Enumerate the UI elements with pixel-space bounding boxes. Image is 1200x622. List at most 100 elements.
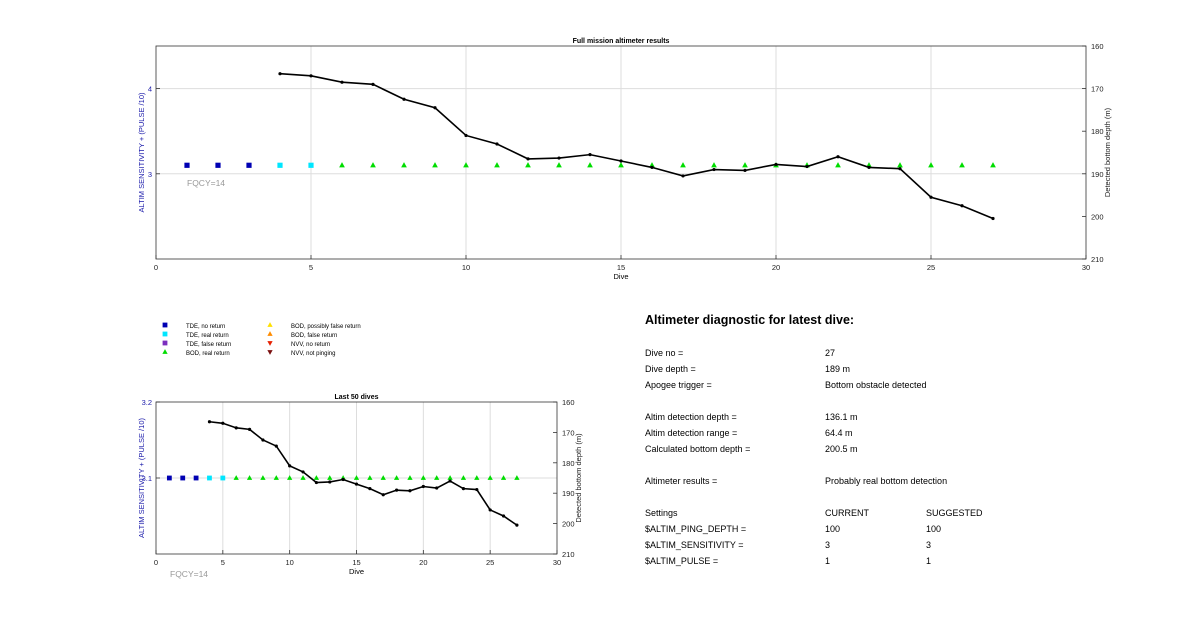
bod-marker [494, 162, 500, 168]
bottom-depth-point [408, 489, 412, 493]
bottom-depth-point [929, 195, 933, 199]
bod-marker [267, 331, 273, 336]
x-tick-label: 10 [285, 558, 293, 567]
bottom-depth-line [279, 72, 994, 220]
y-ticks: 3.1 3.2 [142, 398, 160, 483]
bod-marker [897, 162, 903, 168]
bottom-depth-point [488, 508, 492, 512]
bottom-depth-point [681, 174, 685, 178]
legend-entry: TDE, real return [162, 331, 229, 339]
bottom-depth-point [495, 142, 499, 146]
x-tick-label: 0 [154, 263, 158, 272]
legend-entry: NVV, no return [267, 341, 330, 348]
bod-marker [367, 475, 373, 480]
bod-marker [463, 162, 469, 168]
settings-header-label: Settings [645, 508, 678, 518]
bod-marker [327, 475, 333, 480]
legend-label: TDE, real return [186, 333, 229, 339]
nvv-marker [267, 350, 273, 355]
y2-ticks: 160 170 180 190 200 210 [1082, 42, 1104, 264]
bod-marker [420, 475, 426, 480]
bottom-depth-point [274, 444, 278, 448]
marker-legend: TDE, no return TDE, real return TDE, false… [162, 322, 361, 357]
y2-tick-label: 210 [1091, 255, 1104, 264]
bottom-depth-point [207, 420, 212, 424]
diag-label: Calculated bottom depth = [645, 444, 751, 454]
bod-marker [339, 162, 345, 168]
bod-marker [835, 162, 841, 168]
bottom-depth-line [209, 420, 518, 526]
legend-entry: TDE, no return [162, 322, 225, 330]
y2-tick-label: 170 [1091, 85, 1104, 94]
y2-tick-label: 180 [1091, 127, 1104, 136]
settings-header-suggested: SUGGESTED [926, 508, 983, 518]
setting-suggested: 3 [926, 540, 932, 550]
chart-title: Last 50 dives [335, 394, 379, 401]
bottom-depth-point [309, 74, 313, 78]
bod-marker [162, 349, 168, 354]
diagnostic-title: Altimeter diagnostic for latest dive: [645, 313, 855, 327]
bottom-depth-point [557, 156, 561, 160]
diag-value: Probably real bottom detection [825, 476, 948, 486]
bottom-depth-point [261, 438, 265, 442]
x-tick-label: 10 [462, 263, 470, 272]
return-markers [166, 475, 520, 481]
x-tick-label: 20 [419, 558, 427, 567]
bottom-depth-points [207, 420, 519, 527]
bottom-depth-point [301, 470, 305, 474]
y-ticks: 34 [148, 85, 160, 179]
bottom-depth-point [340, 80, 344, 84]
legend-label: BOD, possibly false return [291, 324, 361, 330]
bottom-depth-point [898, 167, 902, 171]
bottom-depth-point [421, 484, 425, 489]
x-ticks: 0 5 10 15 20 25 30 [154, 550, 561, 567]
bod-marker [500, 475, 507, 480]
bottom-depth-point [341, 477, 345, 482]
bottom-depth-point [381, 493, 385, 497]
diag-label: Altim detection depth = [645, 412, 737, 422]
bottom-depth-point [991, 216, 995, 221]
diag-value: 189 m [825, 364, 851, 374]
y-tick-label: 3 [148, 170, 152, 179]
bottom-depth-point [712, 167, 716, 172]
tde-marker [277, 162, 283, 168]
bod-marker [649, 162, 655, 168]
y2-tick-label: 160 [562, 398, 575, 407]
setting-current: 1 [825, 556, 831, 566]
bottom-depth-point [475, 487, 479, 492]
y2-tick-label: 170 [562, 428, 575, 437]
legend-entry: TDE, false return [162, 340, 231, 348]
bottom-depth-point [743, 168, 747, 172]
x-axis-label: Dive [349, 567, 364, 576]
tde-marker [193, 475, 199, 481]
diag-label: Altim detection range = [645, 428, 738, 438]
bod-marker [959, 162, 965, 168]
bottom-depth-point [247, 427, 252, 431]
y-tick-label: 3.1 [142, 474, 152, 483]
bod-marker [928, 162, 934, 168]
settings-header-current: CURRENT [825, 508, 869, 518]
bottom-depth-point [960, 204, 964, 208]
tde-marker [220, 475, 226, 481]
y2-axis-label: Detected bottom depth (m) [1103, 107, 1112, 197]
y-axis-label: ALTIM SENSITIVITY + (PULSE /10) [137, 418, 146, 538]
bottom-depth-point [588, 153, 592, 157]
bottom-depth-point [234, 426, 238, 430]
chart-title: Full mission altimeter results [573, 38, 670, 45]
bod-marker [380, 475, 386, 480]
y2-tick-label: 160 [1091, 42, 1104, 51]
fqcy-annotation: FQCY=14 [170, 569, 208, 579]
diag-label: Dive depth = [645, 364, 696, 374]
bod-marker [434, 475, 440, 480]
legend-label: TDE, no return [186, 324, 225, 330]
setting-label: $ALTIM_PING_DEPTH = [645, 524, 747, 534]
bottom-depth-point [464, 133, 468, 138]
bottom-depth-point [461, 487, 466, 491]
bod-marker [393, 475, 400, 480]
y2-tick-label: 200 [1091, 212, 1104, 221]
diag-label: Altimeter results = [645, 476, 718, 486]
tde-marker [246, 162, 252, 168]
bottom-depth-points [278, 72, 995, 221]
bod-marker [246, 475, 253, 480]
